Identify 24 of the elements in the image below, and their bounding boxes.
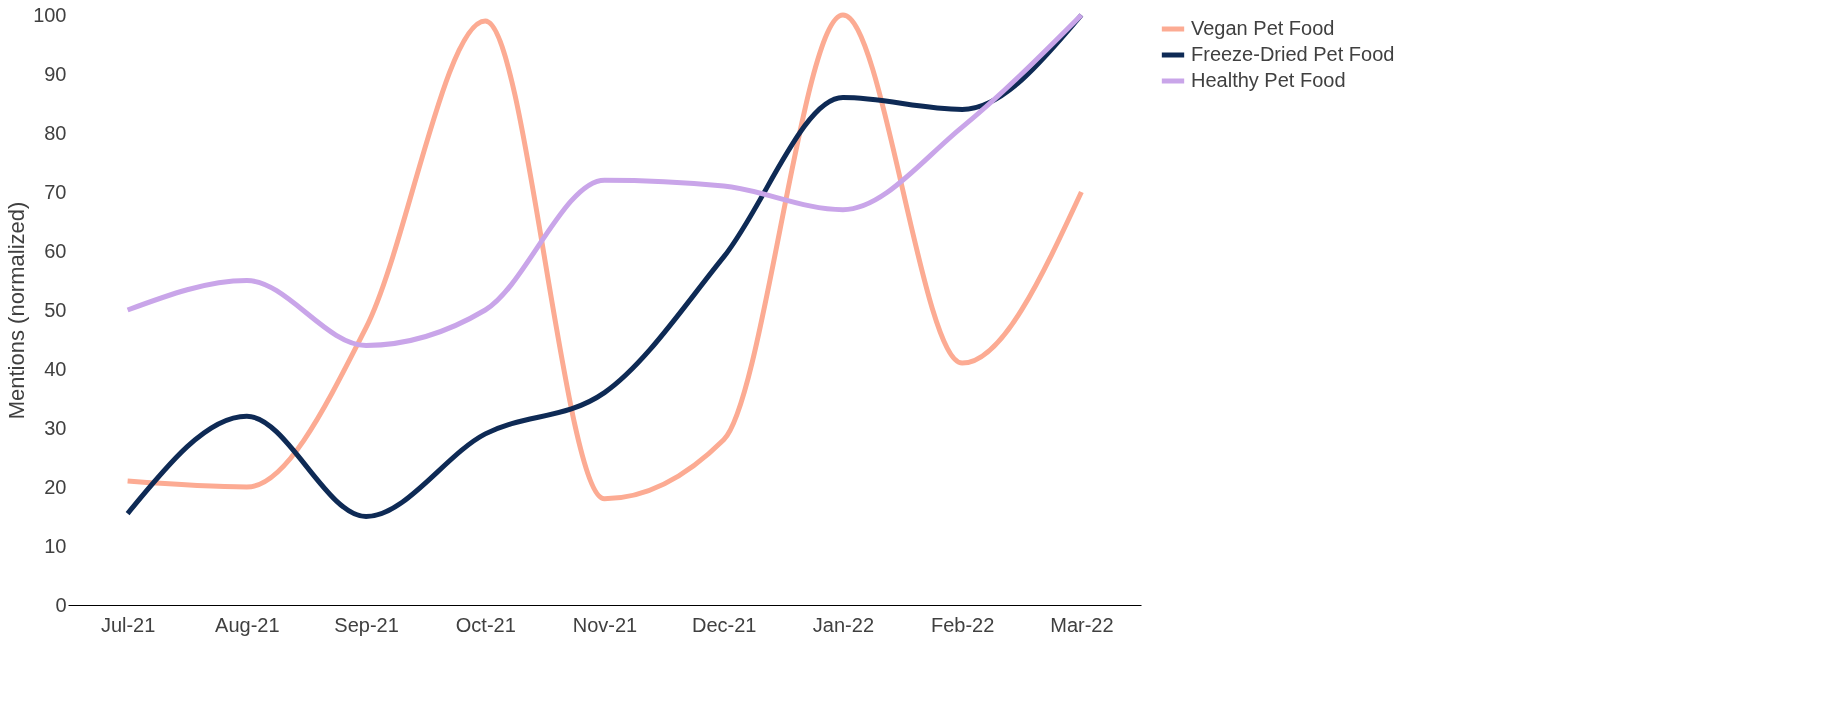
legend-label: Freeze-Dried Pet Food [1191,43,1395,65]
y-tick-label: 60 [44,239,67,262]
x-tick-label: Aug-21 [215,613,280,636]
legend-label: Vegan Pet Food [1191,17,1335,39]
y-tick-label: 30 [44,416,67,439]
y-tick-label: 20 [44,475,67,498]
x-tick-label: Feb-22 [930,613,995,636]
x-tick-label: Nov-21 [572,613,638,636]
y-tick-label: 100 [33,3,67,26]
x-tick-label: Jan-22 [812,613,875,636]
y-tick-label: 80 [44,121,67,144]
y-axis-title: Mentions (normalized) [4,201,30,420]
y-tick-label: 40 [44,357,67,380]
legend-label: Healthy Pet Food [1191,69,1346,91]
y-tick-label: 10 [44,534,67,557]
y-tick-label: 50 [44,298,67,321]
y-tick-label: 70 [44,180,67,203]
y-tick-label: 90 [44,62,67,85]
x-tick-label: Mar-22 [1050,613,1114,636]
x-tick-label: Oct-21 [455,613,516,636]
x-tick-label: Jul-21 [100,613,156,636]
x-tick-label: Dec-21 [691,613,757,636]
y-tick-label: 0 [55,593,67,616]
x-tick-label: Sep-21 [334,613,399,636]
